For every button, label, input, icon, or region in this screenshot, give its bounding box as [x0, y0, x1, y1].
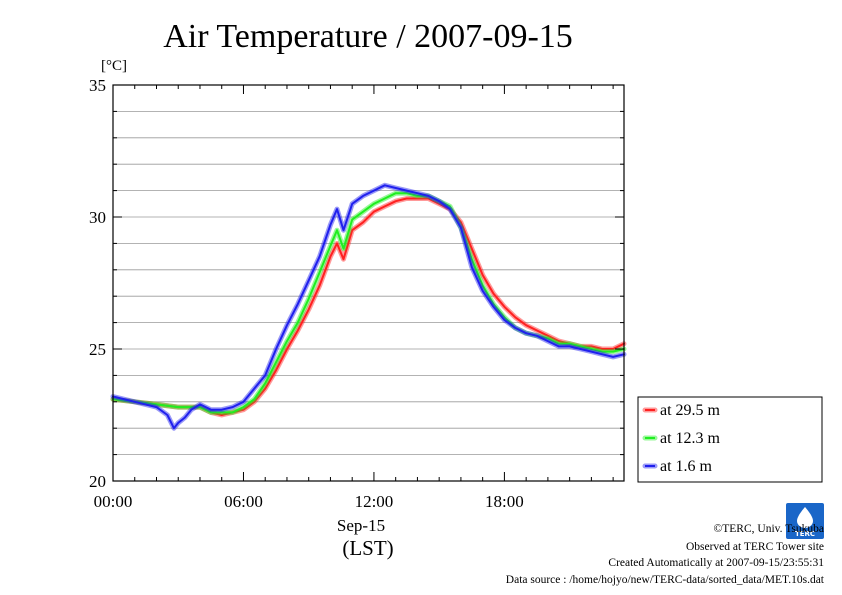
y-tick-label: 20 — [89, 472, 106, 491]
legend-label: at 1.6 m — [660, 458, 713, 475]
footer-source: Data source : /home/hojyo/new/TERC-data/… — [506, 574, 825, 586]
logo-text: TERC — [795, 530, 815, 538]
y-tick-label: 35 — [89, 76, 106, 95]
x-tick-label: 00:00 — [94, 492, 133, 511]
chart-title: Air Temperature / 2007-09-15 — [163, 18, 573, 55]
x-axis-label: (LST) — [342, 536, 393, 560]
legend-label: at 12.3 m — [660, 430, 721, 447]
x-date-label: Sep-15 — [337, 516, 385, 535]
x-tick-label: 18:00 — [485, 492, 524, 511]
footer-observed: Observed at TERC Tower site — [686, 541, 824, 553]
axis-ticks: 20 25 30 35 00:00 06:00 12:00 18:00 — [89, 76, 624, 511]
series-halo-1 — [110, 190, 627, 415]
x-tick-label: 12:00 — [355, 492, 394, 511]
series-halo-2 — [110, 182, 627, 431]
series-line-1 — [112, 192, 625, 414]
y-tick-label: 25 — [89, 340, 106, 359]
y-axis-unit: [°C] — [101, 58, 127, 74]
drop-icon — [797, 507, 813, 528]
legend-label: at 29.5 m — [660, 402, 721, 419]
y-tick-label: 30 — [89, 208, 106, 227]
terc-logo: TERC — [786, 503, 824, 539]
series-halo-0 — [110, 196, 627, 418]
plot-frame — [112, 84, 625, 482]
legend: at 29.5 m at 12.3 m at 1.6 m — [637, 396, 823, 483]
legend-frame — [637, 396, 823, 483]
x-tick-label: 06:00 — [224, 492, 263, 511]
footer-created: Created Automatically at 2007-09-15/23:5… — [608, 557, 824, 569]
footer-credit: ©TERC, Univ. Tsukuba — [714, 523, 824, 535]
series-line-0 — [112, 197, 625, 416]
grid-lines — [113, 111, 624, 456]
series-line-2 — [112, 184, 625, 430]
series-layer — [110, 182, 627, 431]
